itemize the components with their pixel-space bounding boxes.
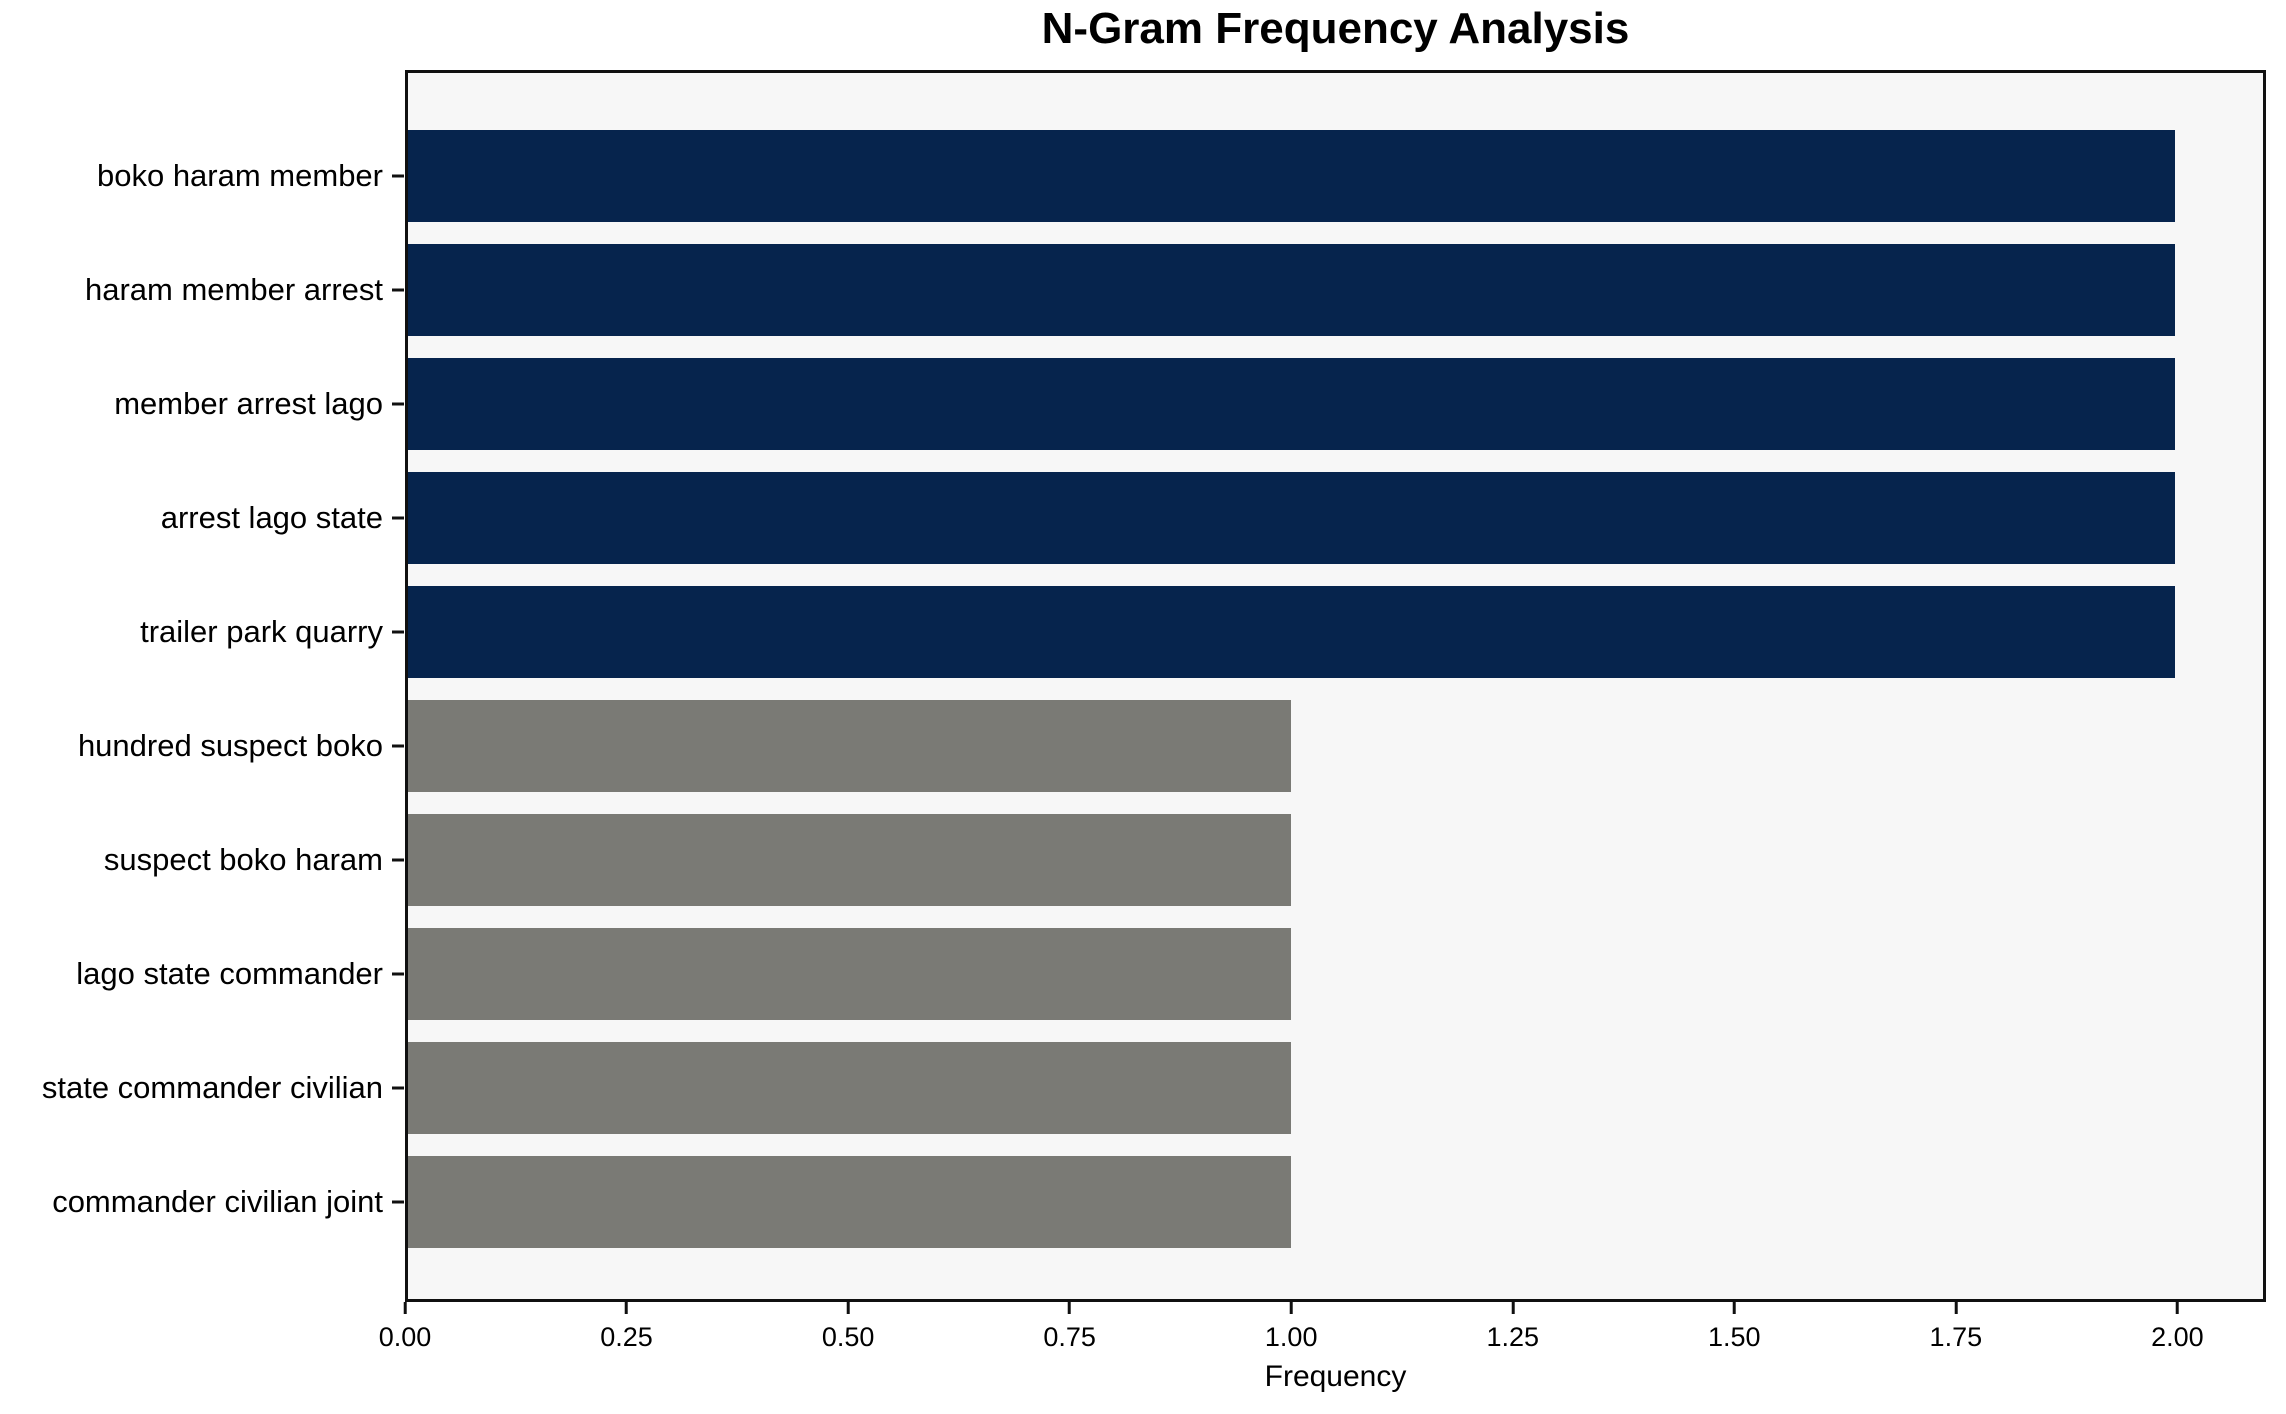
bar-row: trailer park quarry: [140, 575, 2263, 689]
bar-row: member arrest lago: [114, 347, 2263, 461]
frequency-bar: [408, 358, 2175, 450]
bar-row: arrest lago state: [161, 461, 2263, 575]
bar-row: suspect boko haram: [104, 803, 2263, 917]
x-axis-tick: 1.25: [1486, 1302, 1539, 1353]
x-axis-tick-mark: [1511, 1302, 1515, 1314]
bar-row: boko haram member: [97, 119, 2263, 233]
x-axis-tick-label: 1.00: [1264, 1322, 1318, 1352]
x-axis-tick: 0.50: [821, 1302, 875, 1353]
bar-row: haram member arrest: [85, 233, 2263, 347]
x-axis-tick-label: 0.75: [1043, 1322, 1096, 1352]
frequency-bar: [408, 814, 1292, 906]
frequency-bar: [408, 928, 1292, 1020]
x-axis-tick-label: 2.00: [2151, 1322, 2204, 1352]
y-axis-category-label: arrest lago state: [160, 500, 383, 535]
y-axis-category-label: hundred suspect boko: [77, 728, 383, 763]
y-axis-tick-mark: [392, 402, 404, 406]
x-axis-tick-mark: [1068, 1302, 1072, 1314]
x-axis-tick-label: 0.25: [600, 1322, 653, 1352]
x-axis-tick: 1.00: [1264, 1302, 1318, 1353]
bars-container: boko haram member haram member arrest memb…: [42, 119, 2263, 1259]
x-axis-tick-mark: [403, 1302, 407, 1314]
y-axis-category-label: haram member arrest: [84, 272, 383, 307]
x-axis-label: Frequency: [1264, 1360, 1407, 1393]
x-axis-tick-label: 1.50: [1708, 1322, 1761, 1352]
x-axis-tick-mark: [1732, 1302, 1736, 1314]
x-axis-tick: 2.00: [2151, 1302, 2204, 1353]
x-axis-tick: 0.00: [378, 1302, 432, 1353]
y-axis-category-label: suspect boko haram: [103, 842, 383, 877]
chart-title: N-Gram Frequency Analysis: [1041, 4, 1630, 53]
frequency-bar: [408, 130, 2175, 222]
y-axis-tick-mark: [392, 516, 404, 520]
plot-area: boko haram member haram member arrest memb…: [42, 70, 2266, 1302]
x-axis-tick-mark: [2175, 1302, 2179, 1314]
frequency-bar: [408, 1156, 1292, 1248]
y-axis-tick-mark: [392, 630, 404, 634]
y-axis-category-label: state commander civilian: [41, 1070, 383, 1105]
y-axis-category-label: commander civilian joint: [52, 1184, 383, 1219]
y-axis-tick-mark: [392, 288, 404, 292]
x-axis-tick: 0.25: [600, 1302, 653, 1353]
x-axis-tick-label: 1.25: [1486, 1322, 1540, 1352]
y-axis-category-label: trailer park quarry: [140, 614, 383, 649]
y-axis-tick-mark: [392, 174, 404, 178]
frequency-bar: [408, 700, 1292, 792]
frequency-bar: [408, 1042, 1292, 1134]
y-axis-tick-mark: [392, 972, 404, 976]
bar-row: commander civilian joint: [52, 1145, 2263, 1259]
frequency-bar: [408, 244, 2175, 336]
y-axis-tick-mark: [392, 1200, 404, 1204]
y-axis-category-label: lago state commander: [76, 956, 383, 991]
bar-row: lago state commander: [76, 917, 2263, 1031]
x-axis-tick: 1.50: [1708, 1302, 1761, 1353]
frequency-bar: [408, 586, 2175, 678]
frequency-bar: [408, 472, 2175, 564]
y-axis-tick-mark: [392, 744, 404, 748]
y-axis-category-label: boko haram member: [96, 158, 383, 193]
x-axis-tick: 1.75: [1929, 1302, 1983, 1353]
x-axis-tick-label: 0.50: [821, 1322, 875, 1352]
x-axis-tick-label: 0.00: [378, 1322, 432, 1352]
y-axis-tick-mark: [392, 858, 404, 862]
x-axis-tick-mark: [846, 1302, 850, 1314]
x-axis-tick-mark: [1954, 1302, 1958, 1314]
x-axis-tick: 0.75: [1043, 1302, 1096, 1353]
x-axis-tick-label: 1.75: [1929, 1322, 1983, 1352]
x-axis-tick-mark: [1289, 1302, 1293, 1314]
y-axis-tick-mark: [392, 1086, 404, 1090]
x-axis-tick-mark: [625, 1302, 629, 1314]
bar-row: state commander civilian: [42, 1031, 2263, 1145]
bar-row: hundred suspect boko: [78, 689, 2263, 803]
y-axis-category-label: member arrest lago: [114, 386, 383, 421]
